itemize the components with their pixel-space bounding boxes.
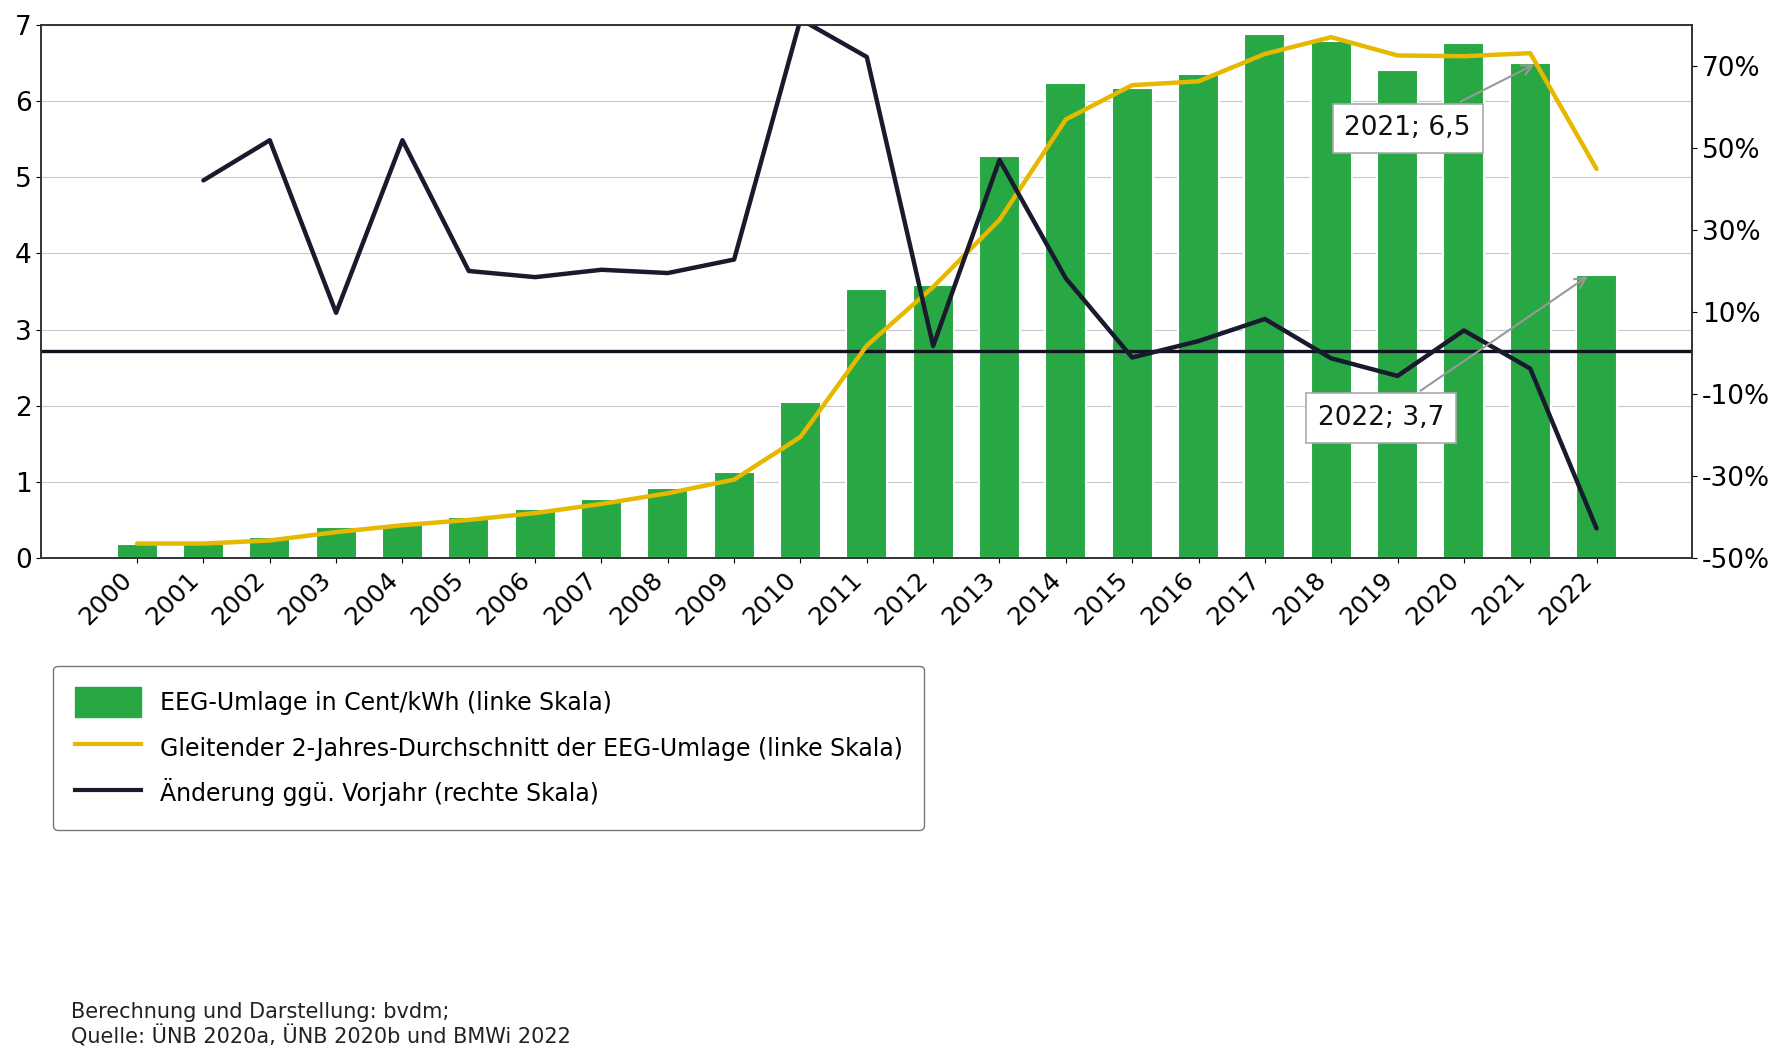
Bar	[648, 488, 689, 558]
Bar	[780, 402, 821, 558]
Bar	[448, 517, 489, 558]
Bar	[316, 526, 357, 558]
Bar	[1576, 275, 1617, 558]
Bar	[1178, 75, 1219, 558]
Legend: EEG-Umlage in Cent/kWh (linke Skala), Gleitender 2-Jahres-Durchschnitt der EEG-U: EEG-Umlage in Cent/kWh (linke Skala), Gl…	[54, 665, 923, 830]
Bar	[1046, 83, 1087, 558]
Bar	[250, 537, 291, 558]
Bar	[1244, 34, 1285, 558]
Bar	[1510, 63, 1551, 558]
Bar	[182, 543, 223, 558]
Bar	[846, 290, 887, 558]
Bar	[116, 543, 157, 558]
Bar	[912, 284, 953, 558]
Bar	[1444, 43, 1485, 558]
Bar	[514, 510, 555, 558]
Bar	[978, 156, 1019, 558]
Bar	[1112, 88, 1153, 558]
Text: 2022; 3,7: 2022; 3,7	[1317, 278, 1585, 431]
Bar	[1310, 41, 1351, 558]
Bar	[580, 499, 621, 558]
Text: Berechnung und Darstellung: bvdm;
Quelle: ÜNB 2020a, ÜNB 2020b und BMWi 2022: Berechnung und Darstellung: bvdm; Quelle…	[71, 1002, 571, 1048]
Text: 2021; 6,5: 2021; 6,5	[1344, 65, 1532, 141]
Bar	[714, 472, 755, 558]
Bar	[382, 523, 423, 558]
Bar	[1376, 69, 1417, 558]
